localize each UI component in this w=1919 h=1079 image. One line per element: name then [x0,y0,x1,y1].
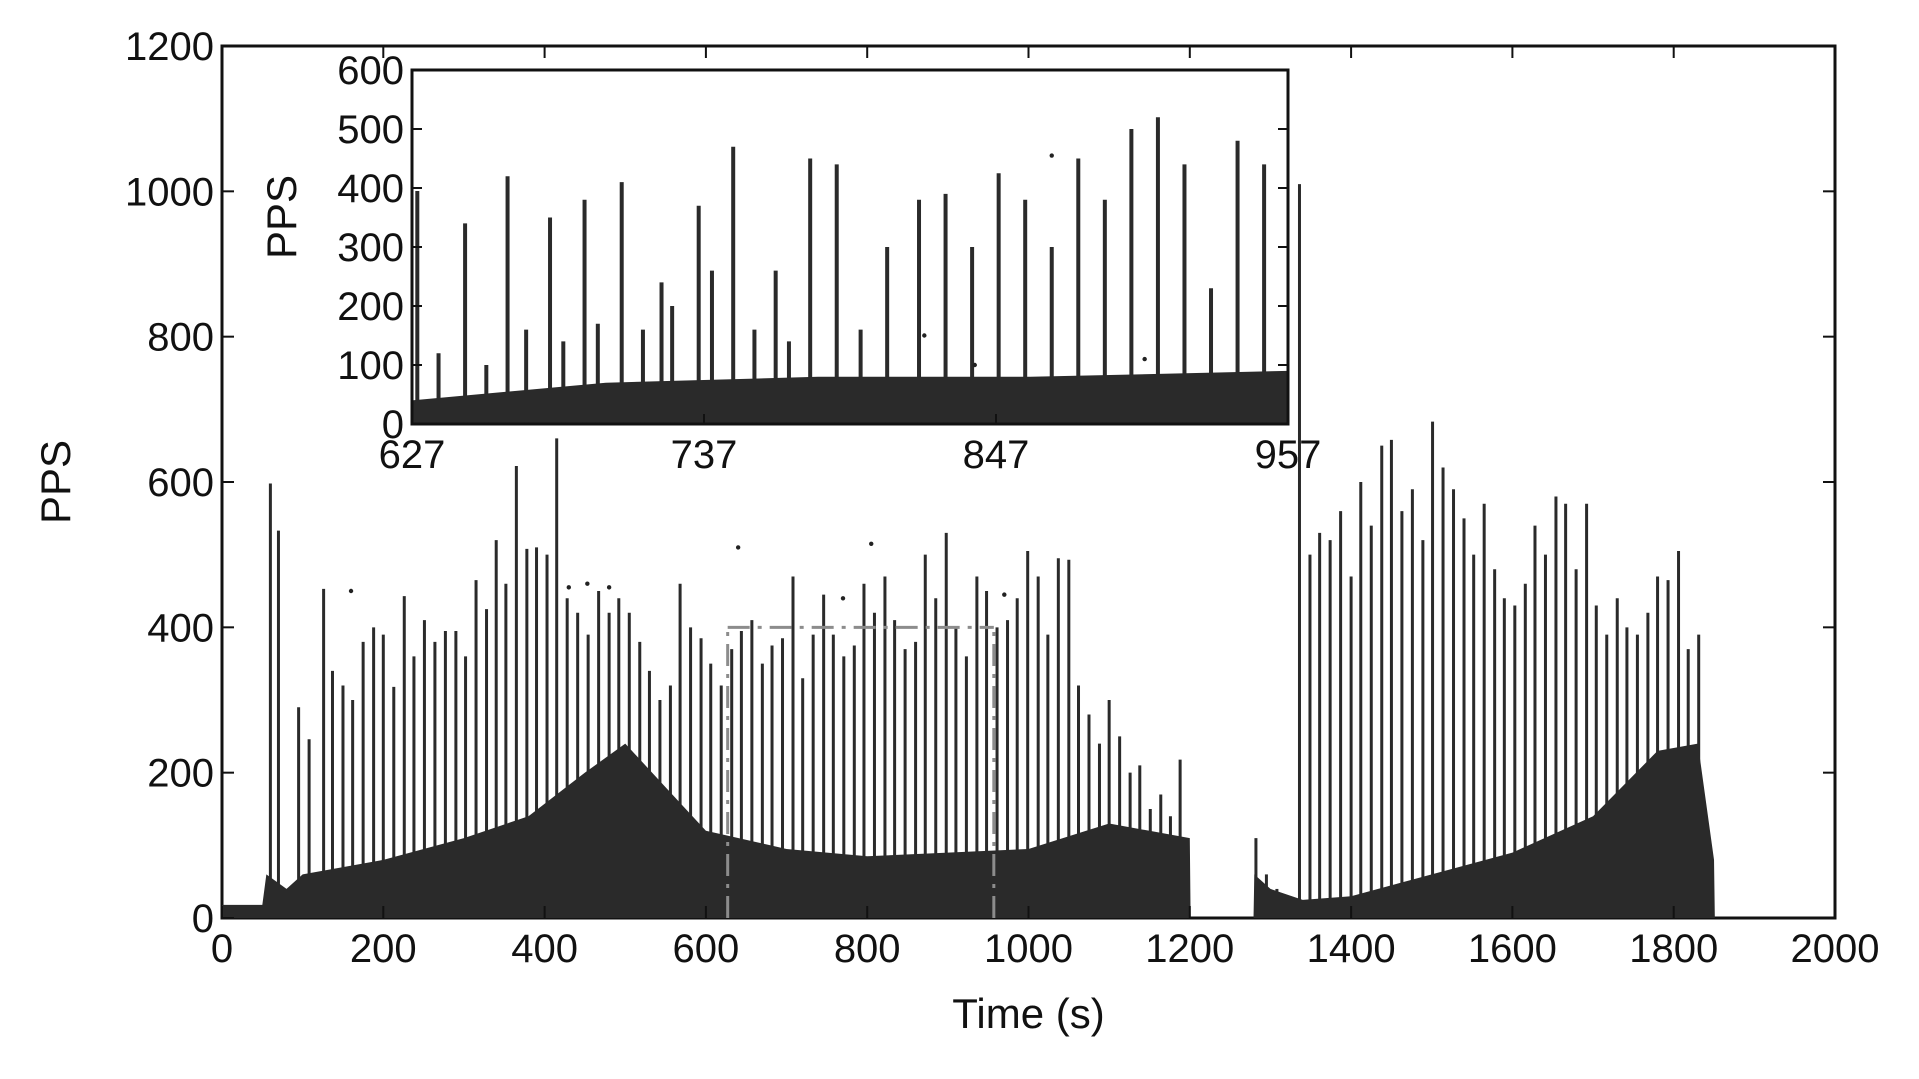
inset-xtick-label-3: 957 [1255,433,1322,477]
inset-scatter-point-1 [972,362,977,368]
inset-y-ticks: 0 100 200 300 400 500 600 [337,49,1288,447]
main-xtick-label-5: 1000 [984,927,1073,971]
inset-ytick-label-1: 100 [337,344,404,388]
inset-ytick-label-4: 400 [337,167,404,211]
main-ytick-label-6: 1200 [125,25,214,69]
inset-x-ticks: 627 737 847 957 [379,414,1322,477]
main-scatter-point-4 [735,545,741,550]
main-xtick-label-4: 800 [834,927,901,971]
main-xtick-label-7: 1400 [1307,927,1396,971]
main-x-ticks: 0 200 400 600 800 1000 1200 1400 1600 1800 2000 [211,46,1880,971]
main-ytick-label-5: 1000 [125,170,214,214]
inset-plot: 627 737 847 957 0 100 200 300 400 500 600 PPS [258,49,1321,477]
inset-scatter-group [922,153,1147,368]
inset-scatter-point-0 [1049,153,1054,158]
inset-ytick-label-0: 0 [382,403,404,447]
main-xtick-label-10: 2000 [1791,927,1880,971]
main-ytick-label-0: 0 [192,897,214,941]
inset-scatter-point-2 [1142,356,1147,362]
inset-scatter-point-3 [922,333,927,338]
main-scatter-point-1 [566,585,571,590]
main-scatter-point-3 [606,585,612,590]
inset-baseline-area [412,370,1288,424]
main-xtick-label-9: 1800 [1629,927,1718,971]
main-baseline-area [222,743,1715,918]
main-xtick-label-8: 1600 [1468,927,1557,971]
main-y-axis-label: PPS [32,440,79,524]
main-xtick-label-6: 1200 [1145,927,1234,971]
inset-bars-group [412,117,1288,424]
inset-xtick-label-0: 627 [379,433,446,477]
main-highlight-window [726,625,996,918]
inset-ytick-label-3: 300 [337,226,404,270]
main-x-axis-label: Time (s) [952,990,1104,1037]
main-scatter-point-2 [585,581,590,586]
main-xtick-label-3: 600 [673,927,740,971]
inset-ytick-label-2: 200 [337,285,404,329]
inset-ytick-label-6: 600 [337,49,404,93]
inset-background [412,70,1288,424]
main-ytick-label-4: 800 [147,316,214,360]
main-plot: 0 200 400 600 800 1000 1200 1400 1600 1800 2000 02… [32,25,1879,1037]
main-ytick-label-3: 600 [147,461,214,505]
main-xtick-label-0: 0 [211,927,233,971]
main-bars-group [222,184,1715,918]
inset-y-axis-label: PPS [258,175,305,259]
main-xtick-label-1: 200 [350,927,417,971]
main-scatter-point-0 [348,588,354,594]
main-scatter-point-7 [1002,592,1007,597]
main-scatter-point-6 [840,596,846,601]
inset-ytick-label-5: 500 [337,108,404,152]
main-ytick-label-2: 400 [147,606,214,650]
main-scatter-group [348,541,1007,601]
inset-xtick-label-1: 737 [671,433,738,477]
main-scatter-point-5 [869,541,874,546]
main-xtick-label-2: 400 [511,927,578,971]
inset-xtick-label-2: 847 [963,433,1030,477]
main-ytick-label-1: 200 [147,752,214,796]
